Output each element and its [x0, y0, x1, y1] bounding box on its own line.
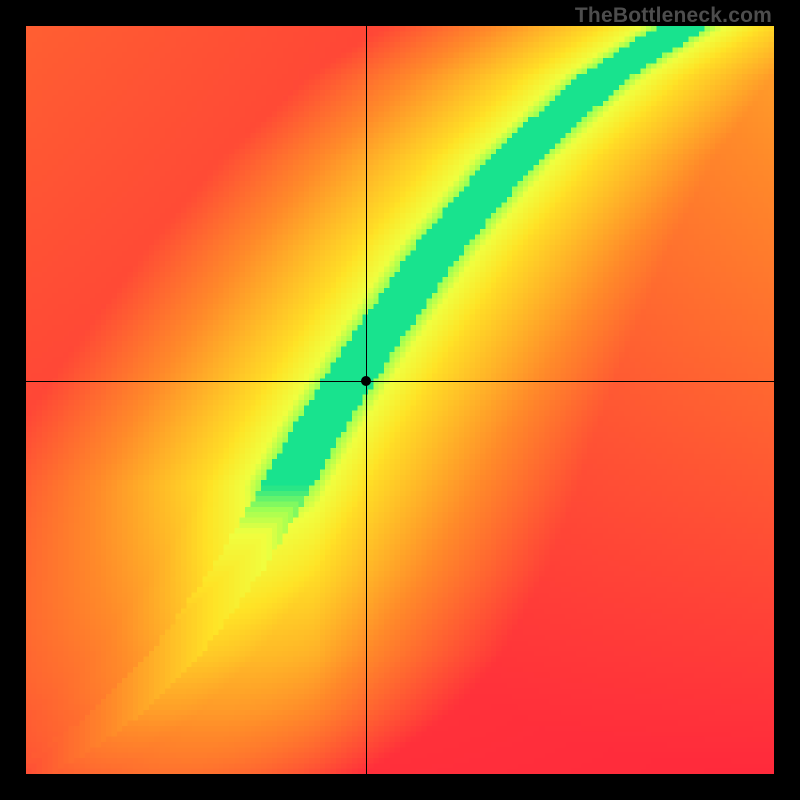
- watermark-text: TheBottleneck.com: [575, 4, 772, 28]
- crosshair-vertical: [366, 26, 367, 774]
- crosshair-marker: [361, 376, 371, 386]
- heatmap-canvas: [26, 26, 774, 774]
- heatmap-plot: [26, 26, 774, 774]
- crosshair-horizontal: [26, 381, 774, 382]
